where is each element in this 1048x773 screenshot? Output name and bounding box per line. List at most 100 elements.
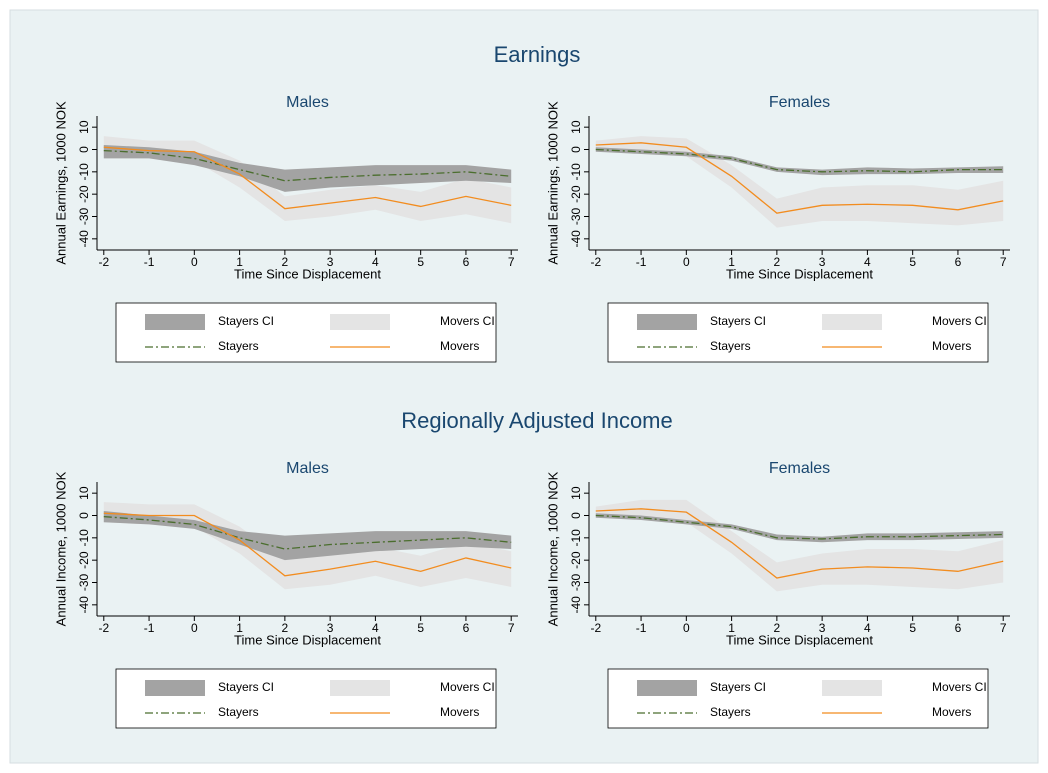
legend-swatch [145,680,205,696]
legend-box [115,668,497,729]
legend-label: Stayers CI [710,314,766,328]
legend-label: Stayers [218,339,259,353]
y-axis-label: Annual Earnings, 1000 NOK [53,101,68,265]
x-tick-label: 3 [327,255,334,269]
legend-label: Movers [932,705,971,719]
y-tick-label: -40 [77,596,91,614]
x-tick-label: 5 [417,255,424,269]
x-tick-label: 1 [728,621,735,635]
legend-label: Movers [932,339,971,353]
x-tick-label: -1 [144,621,155,635]
ci-band [103,511,512,561]
x-tick-label: 4 [864,621,871,635]
background [9,9,1039,764]
series-line [595,142,1004,214]
panel-title: Females [769,94,830,111]
x-tick-label: 4 [372,621,379,635]
legend-swatch [822,314,882,330]
x-tick-label: 7 [508,621,515,635]
legend-label: Stayers [218,705,259,719]
x-tick-label: 5 [909,255,916,269]
x-tick-label: 0 [191,255,198,269]
x-tick-label: 0 [191,621,198,635]
legend-swatch [330,680,390,696]
x-tick-label: -2 [98,255,109,269]
legend-swatch [145,314,205,330]
x-tick-label: 6 [463,621,470,635]
legend-label: Movers [440,339,479,353]
legend-label: Stayers CI [710,680,766,694]
legend-box [115,302,497,363]
legend-label: Stayers [710,705,751,719]
y-axis-label: Annual Earnings, 1000 NOK [545,101,560,265]
y-tick-label: -20 [77,551,91,569]
y-tick-label: -40 [569,596,583,614]
y-axis-label: Annual Income, 1000 NOK [545,471,560,626]
series-line [103,515,512,550]
legend-box [607,302,989,363]
x-tick-label: 2 [774,255,781,269]
y-tick-label: 0 [77,512,91,519]
legend-swatch [330,314,390,330]
x-axis-label: Time Since Displacement [234,266,381,281]
legend-label: Movers CI [932,680,987,694]
y-tick-label: -10 [77,163,91,181]
legend-swatch [637,680,697,696]
y-tick-label: -20 [569,185,583,203]
x-tick-label: 7 [1000,621,1007,635]
y-tick-label: -10 [569,163,583,181]
y-tick-label: 10 [569,120,583,134]
series-line [595,148,1004,173]
y-tick-label: -20 [77,185,91,203]
x-tick-label: 1 [728,255,735,269]
x-tick-label: -1 [144,255,155,269]
section-title: Regionally Adjusted Income [401,408,673,433]
legend-label: Stayers CI [218,314,274,328]
series-line [103,146,512,210]
series-line [103,149,512,182]
x-tick-label: 4 [372,255,379,269]
section-title: Earnings [494,42,581,67]
y-tick-label: -20 [569,551,583,569]
x-tick-label: -1 [636,255,647,269]
legend-label: Stayers CI [218,680,274,694]
y-tick-label: 0 [569,512,583,519]
y-tick-label: -10 [569,529,583,547]
x-tick-label: 1 [236,255,243,269]
x-tick-label: 0 [683,255,690,269]
x-tick-label: 3 [819,621,826,635]
y-tick-label: 0 [569,146,583,153]
x-axis-label: Time Since Displacement [726,266,873,281]
x-tick-label: 2 [282,621,289,635]
y-tick-label: 0 [77,146,91,153]
x-axis-label: Time Since Displacement [726,632,873,647]
x-tick-label: 2 [774,621,781,635]
x-tick-label: 7 [1000,255,1007,269]
x-tick-label: 1 [236,621,243,635]
y-tick-label: -30 [77,208,91,226]
x-tick-label: -1 [636,621,647,635]
x-tick-label: 0 [683,621,690,635]
y-tick-label: 10 [77,486,91,500]
x-tick-label: -2 [590,255,601,269]
y-tick-label: -30 [569,208,583,226]
legend-label: Stayers [710,339,751,353]
y-tick-label: 10 [77,120,91,134]
y-tick-label: -30 [77,574,91,592]
legend-label: Movers CI [440,680,495,694]
x-tick-label: 7 [508,255,515,269]
x-tick-label: -2 [98,621,109,635]
legend-box [607,668,989,729]
x-axis-label: Time Since Displacement [234,632,381,647]
x-tick-label: 4 [864,255,871,269]
y-tick-label: -30 [569,574,583,592]
y-tick-label: -40 [77,230,91,248]
x-tick-label: 6 [463,255,470,269]
panel-title: Males [286,94,329,111]
series-line [595,508,1004,579]
y-axis-label: Annual Income, 1000 NOK [53,471,68,626]
series-line [595,514,1004,540]
ci-band [595,513,1004,543]
x-tick-label: 5 [417,621,424,635]
